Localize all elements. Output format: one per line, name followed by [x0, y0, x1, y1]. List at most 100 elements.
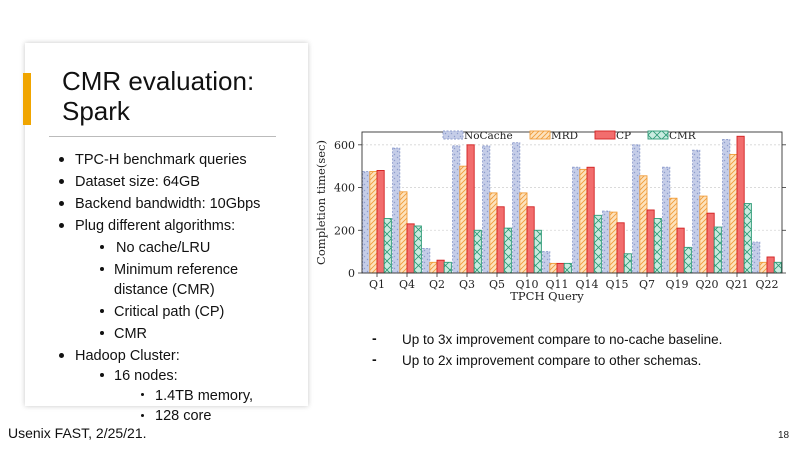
- title-accent-bar: [23, 73, 31, 125]
- footer-citation: Usenix FAST, 2/25/21.: [8, 425, 147, 441]
- legend-swatch: [594, 130, 616, 140]
- bar-cp: [676, 227, 685, 274]
- sub-sub-bullet-marker: [141, 414, 144, 417]
- bullet-item: Plug different algorithms:: [75, 218, 236, 234]
- bar-cp: [406, 223, 415, 274]
- bar-nocache: [452, 145, 461, 274]
- bar-cp: [526, 206, 535, 274]
- sub-bullet-item: No cache/LRU: [116, 240, 211, 256]
- legend-swatch: [442, 130, 464, 140]
- bar-cmr: [683, 246, 692, 274]
- x-tick-label: Q2: [429, 278, 445, 291]
- sub-sub-bullet-marker: [141, 393, 144, 396]
- x-tick-label: Q11: [545, 278, 568, 291]
- slide-title-line-2: Spark: [62, 96, 130, 126]
- bar-mrd: [579, 168, 588, 274]
- bar-mrd: [639, 175, 648, 274]
- bullet-item: Backend bandwidth: 10Gbps: [75, 196, 261, 212]
- page-number: 18: [778, 430, 790, 441]
- note-line: Up to 2x improvement compare to other sc…: [402, 353, 702, 368]
- sub-bullet-marker: [100, 309, 104, 313]
- bar-mrd: [489, 192, 498, 274]
- bar-cp: [556, 262, 565, 274]
- bullet-marker: [59, 201, 64, 206]
- bullet-marker: [59, 179, 64, 184]
- sub-bullet-marker: [100, 245, 104, 249]
- x-axis-label: TPCH Query: [510, 289, 584, 303]
- legend-label: CMR: [669, 130, 697, 142]
- bar-mrd: [549, 262, 558, 274]
- legend-swatch: [529, 130, 551, 140]
- legend-label: CP: [616, 130, 631, 142]
- bar-nocache: [572, 166, 581, 274]
- x-tick-label: Q19: [665, 278, 688, 291]
- y-tick-label: 400: [334, 182, 355, 195]
- legend-label: MRD: [551, 130, 578, 142]
- sub-bullet-item-continued: distance (CMR): [114, 282, 215, 298]
- y-tick-label: 200: [334, 224, 355, 237]
- bar-cp: [616, 222, 625, 274]
- content-panel: [25, 43, 308, 406]
- bullet-marker: [59, 353, 64, 358]
- sub-bullet-item: Minimum reference: [114, 262, 239, 278]
- bar-cp: [436, 259, 445, 274]
- bar-cp: [736, 135, 745, 274]
- bar-nocache: [692, 149, 701, 274]
- bar-nocache: [542, 251, 551, 274]
- bullet-marker: [59, 223, 64, 228]
- legend-label: NoCache: [464, 130, 513, 142]
- bar-nocache: [752, 241, 761, 274]
- bullet-marker: [59, 157, 64, 162]
- x-tick-label: Q21: [725, 278, 748, 291]
- x-tick-label: Q15: [605, 278, 628, 291]
- sub-bullet-marker: [100, 373, 104, 377]
- sub-sub-bullet-item: 128 core: [155, 408, 212, 424]
- x-tick-label: Q1: [369, 278, 385, 291]
- bar-nocache: [422, 247, 431, 274]
- bar-mrd: [699, 195, 708, 274]
- bar-cp: [706, 212, 715, 274]
- bar-mrd: [459, 165, 468, 274]
- x-tick-label: Q10: [515, 278, 538, 291]
- x-tick-label: Q14: [575, 278, 598, 291]
- bar-mrd: [759, 261, 768, 274]
- note-marker: -: [372, 330, 377, 346]
- slide-title: CMR evaluation: Spark: [62, 66, 254, 126]
- bar-cmr: [503, 227, 512, 274]
- x-tick-label: Q22: [755, 278, 778, 291]
- bar-mrd: [369, 171, 378, 274]
- bar-nocache: [482, 145, 491, 274]
- slide-title-line-1: CMR evaluation:: [62, 66, 255, 96]
- bar-mrd: [729, 153, 738, 274]
- bar-cp: [466, 144, 475, 274]
- bar-cp: [496, 206, 505, 274]
- bar-mrd: [519, 192, 528, 274]
- bar-mrd: [669, 197, 678, 274]
- plot-frame: [361, 131, 783, 274]
- bar-cmr: [443, 261, 452, 274]
- sub-sub-bullet-item: 1.4TB memory,: [155, 388, 254, 404]
- bar-mrd: [399, 191, 408, 274]
- bar-mrd: [609, 211, 618, 274]
- bar-cmr: [653, 218, 662, 274]
- bar-cmr: [473, 229, 482, 274]
- bar-cmr: [593, 214, 602, 274]
- bar-cmr: [563, 262, 572, 274]
- bar-nocache: [362, 171, 371, 274]
- bar-cmr: [413, 225, 422, 274]
- y-axis-label: Completion time(sec): [314, 140, 328, 265]
- sub-bullet-item: 16 nodes:: [114, 368, 178, 384]
- sub-bullet-marker: [100, 267, 104, 271]
- x-tick-label: Q5: [489, 278, 505, 291]
- legend-swatch: [647, 130, 669, 140]
- sub-bullet-marker: [100, 331, 104, 335]
- y-tick-label: 600: [334, 139, 355, 152]
- x-tick-label: Q20: [695, 278, 718, 291]
- bar-nocache: [722, 139, 731, 274]
- bar-cmr: [743, 203, 752, 274]
- bar-nocache: [602, 210, 611, 274]
- bar-cmr: [533, 229, 542, 274]
- sub-bullet-item: Critical path (CP): [114, 304, 225, 320]
- title-divider: [49, 136, 276, 137]
